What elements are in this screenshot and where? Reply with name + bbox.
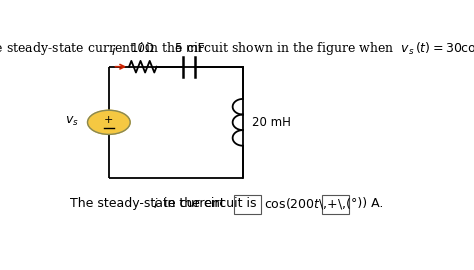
- Text: 20 mH: 20 mH: [252, 116, 291, 129]
- Text: in the circuit is: in the circuit is: [160, 197, 257, 210]
- Text: $i$: $i$: [153, 197, 158, 211]
- Text: The steady-state current: The steady-state current: [70, 197, 229, 210]
- Text: $i$: $i$: [110, 44, 116, 58]
- Text: 5 mF: 5 mF: [174, 42, 204, 55]
- Circle shape: [88, 110, 130, 134]
- FancyBboxPatch shape: [234, 195, 261, 214]
- Text: $v_s$: $v_s$: [64, 115, 78, 128]
- Text: °)) A.: °)) A.: [351, 197, 383, 210]
- Text: cos(200$t$\,+\,(: cos(200$t$\,+\,(: [264, 196, 352, 211]
- FancyBboxPatch shape: [322, 195, 349, 214]
- Text: +: +: [104, 115, 114, 125]
- Text: 10Ω: 10Ω: [131, 42, 155, 55]
- Text: Find the steady-state current $i$ in the circuit shown in the figure when  $v_s\: Find the steady-state current $i$ in the…: [0, 40, 474, 57]
